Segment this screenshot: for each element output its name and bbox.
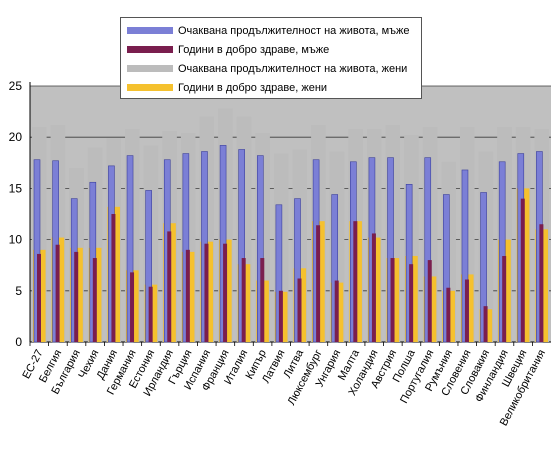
bar-men-healthy-years [74, 251, 79, 342]
y-tick-label: 25 [9, 79, 23, 93]
legend-label: Очаквана продължителност на живота, мъже [178, 24, 410, 37]
bar-men-healthy-years [371, 233, 376, 342]
legend-item: Очаквана продължителност на живота, жени [127, 59, 415, 78]
bar-men-healthy-years [334, 280, 339, 342]
bar-men-healthy-years [464, 279, 469, 342]
bar-men-healthy-years [427, 260, 432, 342]
bar-men-healthy-years [353, 221, 358, 342]
bar-men-healthy-years [316, 225, 321, 342]
bar-men-healthy-years [297, 278, 302, 342]
y-tick-label: 5 [15, 284, 22, 298]
y-tick-label: 15 [9, 181, 23, 195]
bar-men-healthy-years [92, 258, 97, 342]
bar-men-healthy-years [223, 243, 228, 342]
legend-label: Години в добро здраве, мъже [178, 43, 330, 56]
bar-men-healthy-years [409, 264, 414, 342]
legend-item: Очаквана продължителност на живота, мъже [127, 21, 415, 40]
legend-item: Години в добро здраве, жени [127, 78, 415, 97]
bar-men-healthy-years [167, 231, 172, 342]
chart-legend: Очаквана продължителност на живота, мъже… [120, 17, 422, 99]
bar-men-healthy-years [130, 272, 135, 342]
bar-men-healthy-years [148, 286, 153, 342]
bar-men-life-expectancy [126, 155, 134, 343]
bar-men-healthy-years [241, 258, 246, 342]
bar-men-healthy-years [483, 306, 488, 342]
legend-item: Години в добро здраве, мъже [127, 40, 415, 59]
bar-men-healthy-years [539, 224, 544, 342]
bar-men-healthy-years [278, 290, 283, 342]
bar-men-healthy-years [185, 249, 190, 342]
y-tick-label: 20 [9, 130, 23, 144]
y-tick-label: 10 [9, 233, 23, 247]
bar-men-healthy-years [204, 243, 209, 342]
bar-men-healthy-years [260, 258, 265, 342]
bar-men-healthy-years [111, 214, 116, 342]
legend-label: Очаквана продължителност на живота, жени [178, 62, 408, 75]
legend-label: Години в добро здраве, жени [178, 81, 328, 94]
legend-swatch-men-health [127, 46, 173, 53]
bar-men-healthy-years [390, 258, 395, 342]
bar-men-healthy-years [446, 287, 451, 342]
bar-men-healthy-years [520, 198, 525, 342]
legend-swatch-women-health [127, 84, 173, 91]
bar-men-healthy-years [55, 244, 60, 342]
legend-swatch-men-life [127, 27, 173, 34]
legend-swatch-women-life [127, 65, 173, 72]
bar-men-healthy-years [502, 255, 507, 342]
y-tick-label: 0 [15, 335, 22, 349]
bar-men-healthy-years [37, 253, 41, 342]
